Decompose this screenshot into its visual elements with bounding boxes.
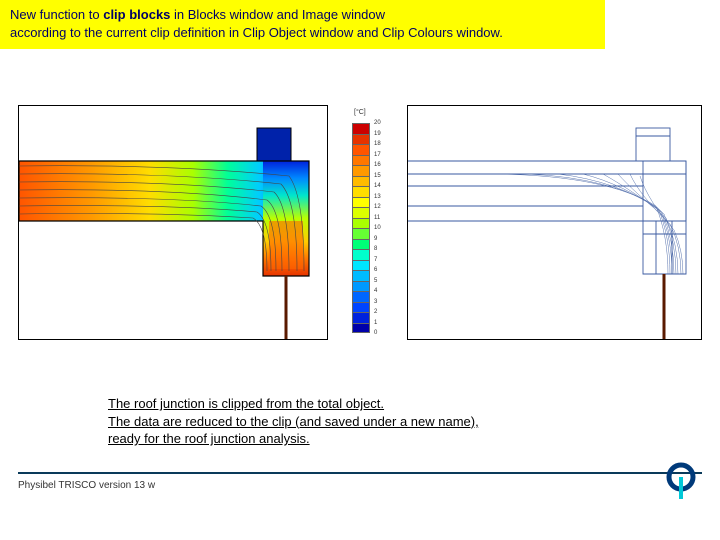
colorbar-tick: 4 — [374, 288, 377, 294]
banner-text-post: in Blocks window and Image window — [170, 7, 385, 22]
colorbar-cell — [352, 291, 370, 302]
colorbar-cell — [352, 134, 370, 145]
description-block: The roof junction is clipped from the to… — [108, 395, 648, 448]
wireframe-figure — [407, 105, 702, 340]
highlight-banner: New function to clip blocks in Blocks wi… — [0, 0, 605, 49]
desc-line-1: The roof junction is clipped from the to… — [108, 395, 648, 413]
colorbar-cell — [352, 155, 370, 166]
colorbar-cell — [352, 249, 370, 260]
colorbar-tick: 5 — [374, 278, 377, 284]
colorbar-tick: 10 — [374, 225, 381, 231]
banner-line-1: New function to clip blocks in Blocks wi… — [10, 6, 595, 24]
colorbar-cell — [352, 186, 370, 197]
colorbar-tick: 9 — [374, 236, 377, 242]
colorbar-tick: 12 — [374, 204, 381, 210]
colorbar-cell — [352, 239, 370, 250]
colorbar — [352, 123, 370, 333]
wire-outlines — [408, 128, 686, 274]
colorbar-tick: 18 — [374, 141, 381, 147]
colorbar-tick: 6 — [374, 267, 377, 273]
colorbar-tick: 8 — [374, 246, 377, 252]
colorbar-tick: 7 — [374, 257, 377, 263]
colorbar-tick: 1 — [374, 320, 377, 326]
colorbar-cell — [352, 302, 370, 313]
footer-rule — [18, 472, 702, 474]
banner-text-bold: clip blocks — [103, 7, 170, 22]
wireframe-svg — [408, 106, 702, 340]
colorbar-cell — [352, 176, 370, 187]
flux-lines — [498, 174, 683, 274]
colorbar-cell — [352, 144, 370, 155]
colorbar-cell — [352, 260, 370, 271]
colorbar-tick: 17 — [374, 152, 381, 158]
banner-line-2: according to the current clip definition… — [10, 24, 595, 42]
colorbar-tick: 15 — [374, 173, 381, 179]
physibel-logo-icon — [662, 462, 700, 500]
colorbar-cell — [352, 165, 370, 176]
colorbar-cell — [352, 207, 370, 218]
colorbar-cell — [352, 218, 370, 229]
desc-line-3: ready for the roof junction analysis. — [108, 430, 648, 448]
colorbar-cell — [352, 281, 370, 292]
figures-row: [°C] 20191817161514131211109876543210 — [18, 105, 702, 350]
colorbar-tick: 13 — [374, 194, 381, 200]
colorbar-tick: 3 — [374, 299, 377, 305]
thermal-figure — [18, 105, 328, 340]
colorbar-tick: 14 — [374, 183, 381, 189]
desc-line-2: The data are reduced to the clip (and sa… — [108, 413, 648, 431]
colorbar-tick: 20 — [374, 120, 381, 126]
colorbar-tick: 11 — [374, 215, 380, 221]
colorbar-unit: [°C] — [354, 109, 366, 116]
colorbar-cell — [352, 228, 370, 239]
colorbar-cell — [352, 323, 370, 334]
colorbar-tick: 2 — [374, 309, 377, 315]
colorbar-cell — [352, 197, 370, 208]
colorbar-cell — [352, 312, 370, 323]
colorbar-tick: 19 — [374, 131, 381, 137]
thermal-svg — [19, 106, 328, 340]
banner-text-pre: New function to — [10, 7, 103, 22]
colorbar-cell — [352, 123, 370, 134]
colorbar-cell — [352, 270, 370, 281]
colorbar-tick: 16 — [374, 162, 381, 168]
footer-text: Physibel TRISCO version 13 w — [18, 480, 155, 491]
colorbar-tick: 0 — [374, 330, 377, 336]
